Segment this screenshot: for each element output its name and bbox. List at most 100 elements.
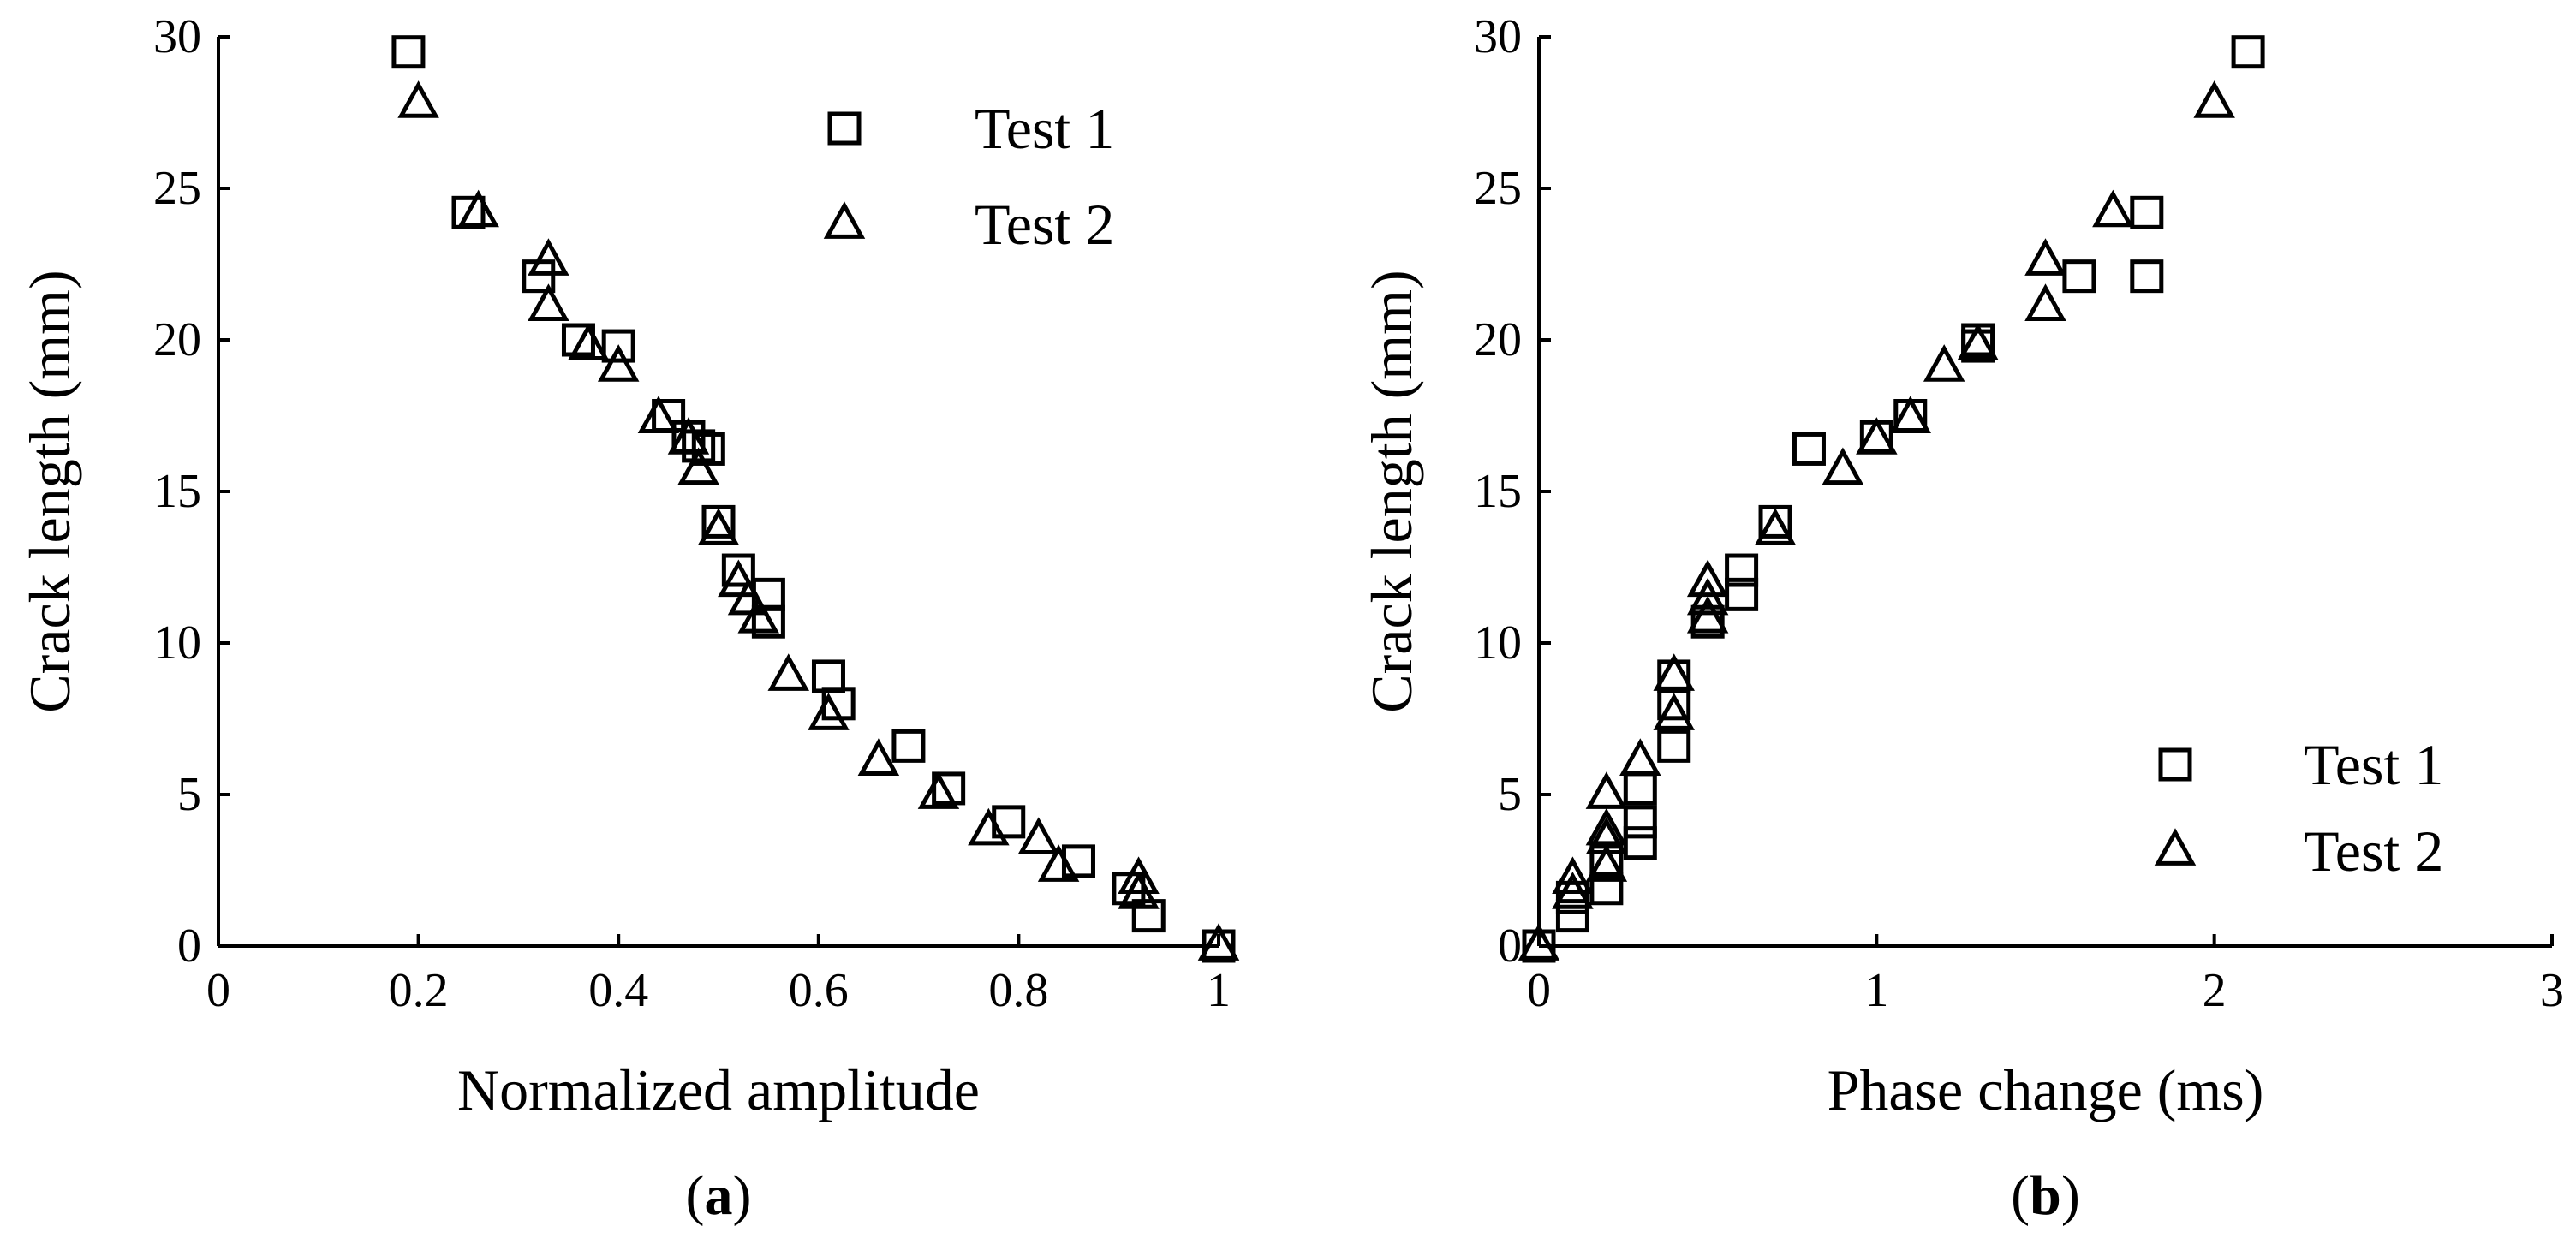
data-point-square [1623, 771, 1657, 806]
x-tick-label: 0 [206, 964, 230, 1017]
data-point-triangle [1552, 856, 1594, 895]
data-point-triangle [1889, 396, 1932, 433]
data-point-triangle [597, 344, 640, 382]
data-point-triangle [2193, 80, 2235, 118]
data-point-square [691, 432, 725, 466]
data-point-triangle [1754, 508, 1797, 545]
data-point-triangle [737, 595, 779, 634]
data-point-square [701, 504, 736, 539]
y-tick-label: 30 [1474, 10, 1522, 63]
x-tick-label: 3 [2540, 964, 2564, 1017]
y-tick-label: 5 [1498, 768, 1522, 821]
y-tick-label: 0 [1498, 920, 1522, 973]
legend-label: Test 2 [975, 192, 1114, 257]
data-point-square [721, 553, 755, 587]
series-test-2 [397, 80, 1240, 961]
y-tick-label: 15 [153, 465, 201, 518]
data-point-triangle [1686, 577, 1729, 616]
y-tick-label: 25 [1474, 162, 1522, 215]
data-point-triangle [1822, 447, 1864, 485]
data-point-triangle [1957, 323, 1999, 360]
panel-caption-letter: a [705, 1164, 733, 1227]
data-point-square [1657, 729, 1691, 763]
data-point-square [1690, 604, 1725, 639]
data-point-square [391, 35, 426, 69]
data-point-square [1061, 844, 1095, 878]
data-point-triangle [767, 653, 810, 691]
data-point-square [601, 329, 635, 363]
data-point-square [2231, 35, 2265, 69]
data-point-triangle [1923, 344, 1965, 382]
data-point-triangle [2092, 189, 2134, 228]
data-point-square [1623, 826, 1657, 860]
series-test-1 [1522, 35, 2265, 963]
y-tick-label: 15 [1474, 465, 1522, 518]
data-point-triangle [637, 396, 680, 433]
data-point-square [811, 659, 845, 693]
y-tick-label: 10 [1474, 616, 1522, 670]
data-point-triangle [397, 80, 439, 118]
panel-caption: (a) [686, 1164, 752, 1227]
x-tick-label: 0.2 [389, 964, 449, 1017]
data-point-triangle [1585, 771, 1628, 809]
data-point-triangle [968, 807, 1010, 846]
data-point-square [2062, 259, 2096, 294]
data-point-triangle [677, 447, 719, 485]
data-point-triangle [2024, 238, 2066, 276]
data-point-triangle [1856, 417, 1898, 455]
data-point-triangle [1585, 807, 1628, 846]
data-point-triangle [718, 559, 760, 598]
data-point-triangle [1686, 595, 1729, 634]
data-point-square [682, 429, 716, 463]
data-point-square [1555, 899, 1589, 933]
legend-label: Test 1 [975, 96, 1114, 161]
data-point-square [1792, 432, 1826, 466]
data-point-triangle [1619, 738, 1661, 776]
legend-label: Test 2 [2304, 818, 2443, 884]
data-point-square [2130, 195, 2164, 229]
data-point-triangle [457, 189, 499, 228]
x-tick-label: 0.8 [988, 964, 1048, 1017]
x-tick-label: 1 [1864, 964, 1888, 1017]
x-tick-label: 0 [1527, 964, 1551, 1017]
data-point-square [451, 195, 486, 229]
data-point-triangle [1585, 844, 1628, 882]
data-point-triangle [1017, 817, 1060, 854]
data-point-triangle [1197, 923, 1240, 961]
panel-b: 0 5 10 15 20 25 30 0 1 2 3 Crack length (mm) Phase c… [1359, 10, 2564, 1227]
legend-marker-square [2158, 747, 2192, 782]
data-point-triangle [917, 771, 960, 809]
x-axis-label: Phase change (ms) [1828, 1057, 2264, 1122]
data-point-triangle [1037, 844, 1080, 882]
data-point-square [891, 729, 926, 763]
series-test-1 [391, 35, 1236, 963]
data-point-triangle [1585, 817, 1628, 854]
y-tick-label: 30 [153, 10, 201, 63]
y-tick-label: 20 [1474, 313, 1522, 366]
legend-label: Test 1 [2304, 732, 2443, 797]
legend-marker-triangle [823, 201, 866, 239]
legend: Test 1 Test 2 [823, 96, 1114, 257]
y-axis-label: Crack length (mm) [1359, 270, 1424, 712]
data-point-square [1725, 553, 1759, 587]
data-point-triangle [667, 417, 710, 455]
panel-caption: (b) [2011, 1164, 2080, 1227]
data-point-triangle [808, 693, 850, 730]
data-point-square [1623, 805, 1657, 839]
y-tick-label: 0 [177, 920, 201, 973]
legend-marker-square [827, 111, 862, 146]
y-tick-label: 5 [177, 768, 201, 821]
x-tick-label: 2 [2203, 964, 2227, 1017]
data-point-square [1555, 880, 1589, 914]
legend: Test 1 Test 2 [2154, 732, 2443, 884]
data-point-triangle [1686, 559, 1729, 598]
data-point-triangle [528, 238, 569, 276]
y-axis-label: Crack length (mm) [17, 270, 82, 712]
data-point-triangle [727, 577, 770, 616]
data-point-triangle [697, 508, 740, 545]
data-point-square [2130, 259, 2164, 294]
data-point-triangle [528, 283, 569, 321]
data-point-triangle [1653, 693, 1695, 730]
x-tick-label: 0.4 [588, 964, 648, 1017]
legend-marker-triangle [2154, 828, 2197, 866]
